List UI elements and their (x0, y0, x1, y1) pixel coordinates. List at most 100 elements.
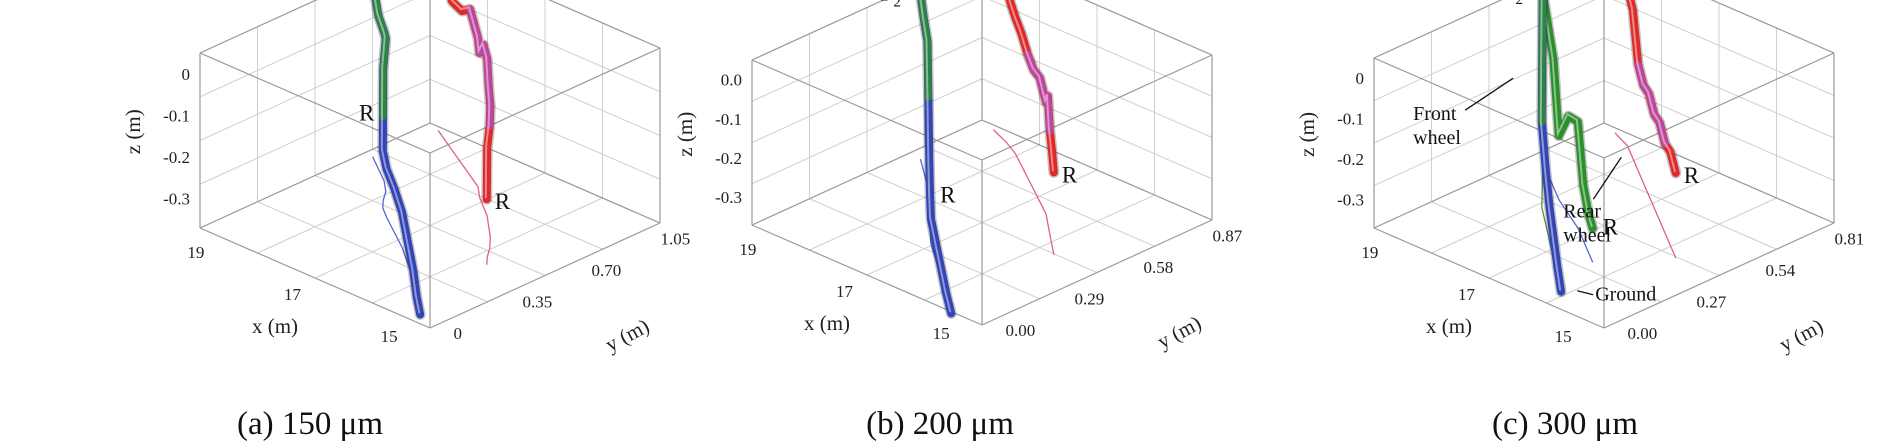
x-tick-label: 19 (1361, 243, 1378, 262)
series-highlight (1542, 0, 1593, 228)
z-tick-label: 0 (182, 65, 191, 84)
axis-edge (981, 219, 1213, 326)
label-r2: R (940, 182, 956, 207)
y-tick-label: 0.00 (1628, 324, 1658, 343)
y-axis-label: y (m) (1153, 311, 1205, 354)
x-tick-label: 17 (1458, 285, 1476, 304)
grid-line (924, 145, 1155, 247)
chart-panels: 0 -0.1 -0.2 -0.3 19 17 15 0 0.35 0.70 1.05 z (m) x (… (121, 0, 1864, 442)
axis-edge (751, 59, 983, 161)
x-axis-label: x (m) (1426, 314, 1472, 338)
x-tick-label: 17 (836, 282, 854, 301)
y-tick-label: 0.81 (1835, 229, 1865, 248)
series-highlight (1008, 0, 1054, 172)
axis-edge (199, 52, 431, 154)
grid-line (372, 197, 603, 304)
x-axis-label: x (m) (252, 314, 298, 338)
y-tick-label: 0.27 (1697, 292, 1727, 311)
z-axis-label: z (m) (1295, 112, 1319, 157)
series-line (1539, 0, 1597, 233)
y-tick-label: 0.29 (1075, 289, 1105, 308)
label-rear-wheel: Rear (1563, 200, 1601, 222)
y-tick-label: 0.70 (592, 261, 622, 280)
series-shadow (992, 129, 1055, 256)
z-tick-label: -0.2 (715, 149, 742, 168)
panel-caption: (b) 200 μm (866, 406, 1014, 442)
axis-edge (1373, 227, 1605, 329)
series-line-alt (1538, 0, 1547, 126)
label-r1: R (495, 189, 511, 214)
axis-edge (981, 119, 1213, 221)
arrow-ground (1577, 290, 1594, 296)
axis-edge (199, 122, 431, 229)
axis-edge (199, 227, 431, 329)
x-tick-label: 19 (739, 240, 756, 259)
x-tick-label: 15 (381, 327, 398, 346)
y-axis-label: y (m) (1775, 314, 1827, 357)
axes-box (199, 0, 661, 329)
label-p2: P2 (1503, 0, 1523, 8)
series-line-alt (372, 0, 390, 121)
label-front-wheel: Front (1413, 103, 1457, 125)
series-highlight (450, 0, 491, 199)
series-line-alt (1634, 61, 1669, 148)
axis-edge (429, 122, 661, 224)
z-axis-label: z (m) (673, 112, 697, 157)
label-p2: P2 (881, 0, 901, 10)
panel-1: 0 -0.1 -0.2 -0.3 19 17 15 0 0.35 0.70 1.05 z (m) x (… (121, 0, 690, 442)
panel-caption: (a) 150 μm (237, 406, 383, 442)
series-shadow (437, 130, 491, 265)
series-highlight (374, 0, 421, 314)
panel-3: 0 -0.1 -0.2 -0.3 19 17 15 0.00 0.27 0.54 0.81 z (m)… (1295, 0, 1864, 442)
label-front-wheel-2: wheel (1413, 127, 1461, 149)
series-outline (445, 0, 496, 205)
label-r2: R (1603, 214, 1619, 239)
axis-edge (429, 222, 661, 329)
x-tick-label: 15 (1555, 327, 1572, 346)
axis-edge (981, 54, 1213, 161)
x-tick-label: 19 (187, 243, 204, 262)
label-r1: R (1062, 162, 1078, 187)
label-ground: Ground (1595, 284, 1656, 306)
axis-edge (199, 0, 318, 54)
y-tick-label: 0.35 (523, 292, 553, 311)
x-tick-label: 15 (933, 324, 950, 343)
y-tick-label: 0.87 (1213, 226, 1243, 245)
series-highlight (1539, 0, 1562, 291)
y-axis-label: y (m) (601, 314, 653, 357)
series-line-alt (1024, 50, 1054, 135)
axis-edge (1083, 0, 1213, 56)
z-tick-label: 0 (1356, 69, 1365, 88)
arrow-front-wheel (1464, 77, 1514, 111)
z-tick-label: -0.3 (163, 189, 190, 208)
x-tick-label: 17 (284, 285, 302, 304)
y-tick-label: 0 (454, 324, 463, 343)
x-axis-label: x (m) (804, 311, 850, 335)
series-line-alt (466, 5, 494, 130)
axis-edge (1603, 222, 1835, 329)
z-tick-label: -0.1 (715, 110, 742, 129)
z-tick-label: -0.3 (715, 188, 742, 207)
axis-edge (1373, 122, 1605, 229)
y-tick-label: 0.54 (1766, 261, 1796, 280)
axis-edge (751, 0, 885, 61)
axis-edge (1603, 122, 1835, 224)
z-tick-label: 0.0 (721, 71, 742, 90)
arrow-rear-wheel (1592, 156, 1622, 200)
series-highlight (919, 0, 952, 313)
z-axis-label: z (m) (121, 109, 145, 154)
axis-edge (1603, 52, 1835, 159)
grid-line (924, 194, 1155, 301)
y-tick-label: 0.00 (1006, 321, 1036, 340)
z-tick-label: -0.2 (1337, 150, 1364, 169)
label-r1: R (1684, 163, 1700, 188)
z-tick-label: -0.2 (163, 148, 190, 167)
label-rear-wheel-2: wheel (1563, 224, 1611, 246)
y-tick-label: 1.05 (661, 229, 691, 248)
series-shadow (1614, 132, 1677, 259)
axes-box (751, 0, 1213, 326)
axis-edge (751, 224, 983, 326)
axis-edge (1373, 0, 1503, 59)
axis-edge (1710, 0, 1835, 54)
